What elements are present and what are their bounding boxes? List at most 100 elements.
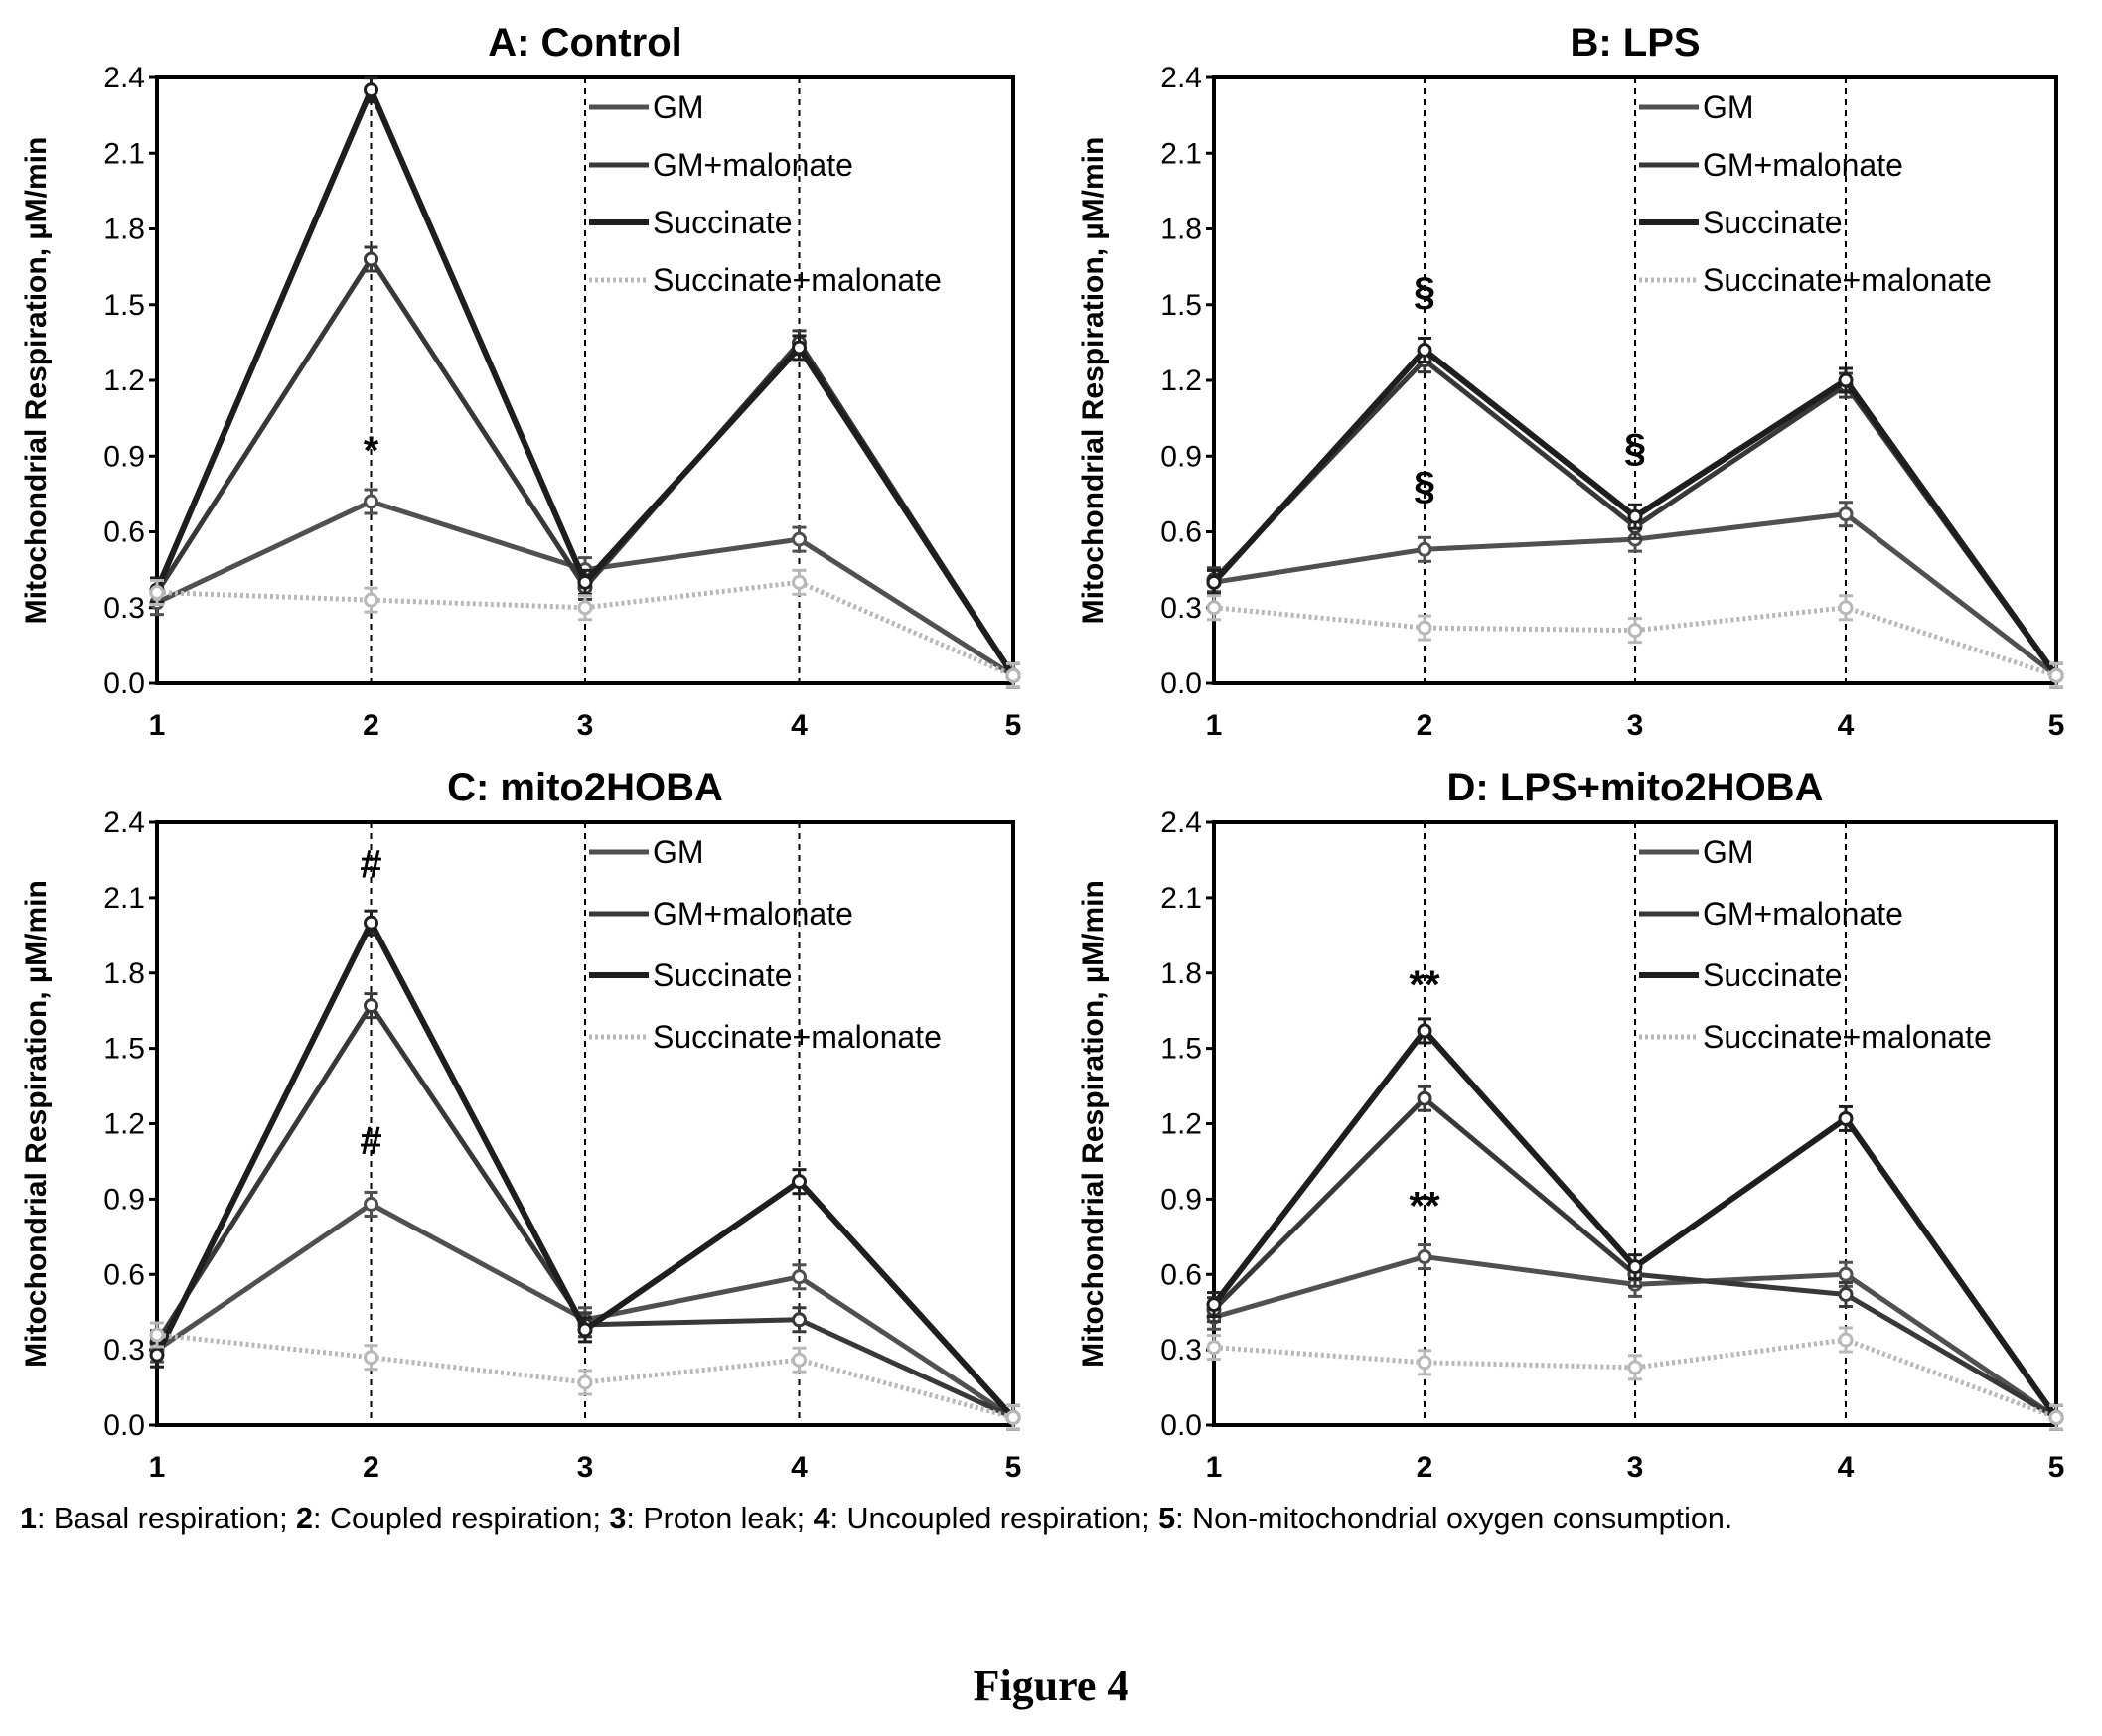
data-point bbox=[792, 334, 807, 362]
data-point bbox=[364, 245, 378, 273]
legend-label: Succinate+malonate bbox=[653, 262, 942, 298]
x-tick-label: 4 bbox=[791, 709, 808, 742]
data-point bbox=[792, 1346, 807, 1374]
data-point bbox=[1417, 535, 1432, 563]
significance-marker: § bbox=[1624, 426, 1646, 470]
y-tick-label: 1.8 bbox=[103, 957, 145, 990]
y-axis-label: Mitochondrial Respiration, µM/min bbox=[20, 137, 53, 625]
x-tick-label: 2 bbox=[1417, 1451, 1433, 1484]
panel-title: C: mito2HOBA bbox=[447, 766, 723, 809]
series-line-succinate-plus-malonate bbox=[156, 579, 1014, 678]
data-point bbox=[1838, 501, 1854, 528]
x-tick-label: 5 bbox=[1005, 1451, 1022, 1484]
y-tick-label: 0.0 bbox=[103, 667, 145, 700]
x-tick-label: 1 bbox=[1206, 1451, 1223, 1484]
y-tick-label: 0.3 bbox=[103, 592, 145, 625]
data-point bbox=[1206, 1291, 1222, 1319]
x-tick-label: 4 bbox=[1838, 1451, 1855, 1484]
y-tick-label: 0.3 bbox=[103, 1334, 145, 1367]
legend-label: Succinate bbox=[1703, 957, 1843, 993]
y-tick-label: 0.9 bbox=[103, 440, 145, 473]
x-tick-label: 2 bbox=[1417, 709, 1433, 742]
x-tick-label: 2 bbox=[363, 709, 379, 742]
y-tick-label: 0.0 bbox=[1160, 1409, 1202, 1442]
x-tick-label: 5 bbox=[2048, 709, 2065, 742]
data-point bbox=[1417, 1349, 1432, 1376]
x-tick-label: 4 bbox=[791, 1451, 808, 1484]
y-tick-label: 1.2 bbox=[1160, 364, 1202, 397]
data-point bbox=[364, 909, 378, 937]
panel-title: D: LPS+mito2HOBA bbox=[1447, 766, 1824, 809]
data-point bbox=[792, 568, 807, 596]
x-tick-label: 3 bbox=[1627, 1451, 1644, 1484]
legend-label: GM bbox=[653, 89, 704, 125]
data-point bbox=[792, 1168, 807, 1196]
legend-label: GM bbox=[1703, 834, 1754, 870]
data-point bbox=[1005, 661, 1021, 689]
data-point bbox=[149, 579, 165, 606]
chart-panel-1: 0.0 0.3 0.6 0.9 1.2 1.5 1.8 2.1 2.4 1 2 3 4 5 A: Contr… bbox=[20, 21, 1021, 742]
y-tick-label: 0.6 bbox=[1160, 516, 1202, 549]
y-tick-label: 1.5 bbox=[1160, 289, 1202, 322]
data-point bbox=[1838, 366, 1854, 394]
y-tick-label: 2.4 bbox=[103, 806, 145, 839]
chart-panel-3: 0.0 0.3 0.6 0.9 1.2 1.5 1.8 2.1 2.4 1 2 3 4 5 C: mito2… bbox=[20, 766, 1021, 1484]
data-point bbox=[792, 1263, 807, 1291]
legend-label: Succinate bbox=[653, 957, 793, 993]
significance-marker: ** bbox=[1409, 963, 1440, 1007]
x-tick-label: 4 bbox=[1838, 709, 1855, 742]
legend-label: Succinate+malonate bbox=[1703, 262, 1992, 298]
y-tick-label: 2.1 bbox=[1160, 137, 1202, 170]
data-point bbox=[1417, 1085, 1432, 1112]
data-point bbox=[1627, 1253, 1643, 1281]
y-tick-label: 0.9 bbox=[103, 1183, 145, 1216]
y-tick-label: 1.8 bbox=[103, 214, 145, 246]
y-tick-label: 1.5 bbox=[103, 289, 145, 322]
figure-caption: 1: Basal respiration; 2: Coupled respira… bbox=[20, 1502, 2096, 1536]
y-tick-label: 0.0 bbox=[103, 1409, 145, 1442]
chart-panel-2: 0.0 0.3 0.6 0.9 1.2 1.5 1.8 2.1 2.4 1 2 3 4 5 B: LPS Mi… bbox=[1077, 21, 2064, 742]
data-point bbox=[364, 586, 378, 614]
panel-title: A: Control bbox=[488, 21, 682, 65]
x-tick-label: 1 bbox=[149, 1451, 166, 1484]
data-point bbox=[1417, 614, 1432, 642]
data-point bbox=[1005, 1403, 1021, 1431]
y-tick-label: 0.9 bbox=[1160, 440, 1202, 473]
y-tick-label: 1.2 bbox=[103, 364, 145, 397]
data-point bbox=[792, 1306, 807, 1334]
data-point bbox=[364, 488, 378, 515]
caption-text-5: : Non-mitochondrial oxygen consumption. bbox=[1175, 1502, 1733, 1535]
caption-num-1: 1 bbox=[20, 1502, 37, 1535]
y-tick-label: 1.5 bbox=[1160, 1033, 1202, 1066]
data-point bbox=[1627, 1354, 1643, 1381]
y-tick-label: 0.6 bbox=[103, 1258, 145, 1291]
y-tick-label: 0.6 bbox=[103, 516, 145, 549]
x-tick-label: 2 bbox=[363, 1451, 379, 1484]
data-point bbox=[577, 1369, 593, 1396]
x-tick-label: 5 bbox=[2048, 1451, 2065, 1484]
caption-num-4: 4 bbox=[813, 1502, 830, 1535]
significance-marker: § bbox=[1414, 464, 1435, 507]
data-point bbox=[364, 1190, 378, 1218]
significance-marker: * bbox=[364, 429, 379, 473]
x-tick-label: 1 bbox=[149, 709, 166, 742]
x-tick-label: 3 bbox=[1627, 709, 1644, 742]
data-point bbox=[364, 992, 378, 1020]
y-tick-label: 2.1 bbox=[1160, 882, 1202, 915]
data-point bbox=[364, 76, 378, 104]
y-tick-label: 2.4 bbox=[1160, 806, 1202, 839]
legend-label: Succinate+malonate bbox=[653, 1019, 942, 1055]
data-point bbox=[1417, 1243, 1432, 1271]
data-point bbox=[1417, 1017, 1432, 1045]
caption-text-3: : Proton leak; bbox=[626, 1502, 814, 1535]
x-tick-label: 5 bbox=[1005, 709, 1022, 742]
caption-num-2: 2 bbox=[296, 1502, 314, 1535]
y-tick-label: 1.2 bbox=[1160, 1108, 1202, 1141]
data-point bbox=[1206, 594, 1222, 622]
caption-text-1: : Basal respiration; bbox=[36, 1502, 297, 1535]
y-axis-label: Mitochondrial Respiration, µM/min bbox=[1077, 880, 1110, 1368]
data-point bbox=[577, 594, 593, 622]
y-tick-label: 0.6 bbox=[1160, 1258, 1202, 1291]
data-point bbox=[1838, 1104, 1854, 1132]
